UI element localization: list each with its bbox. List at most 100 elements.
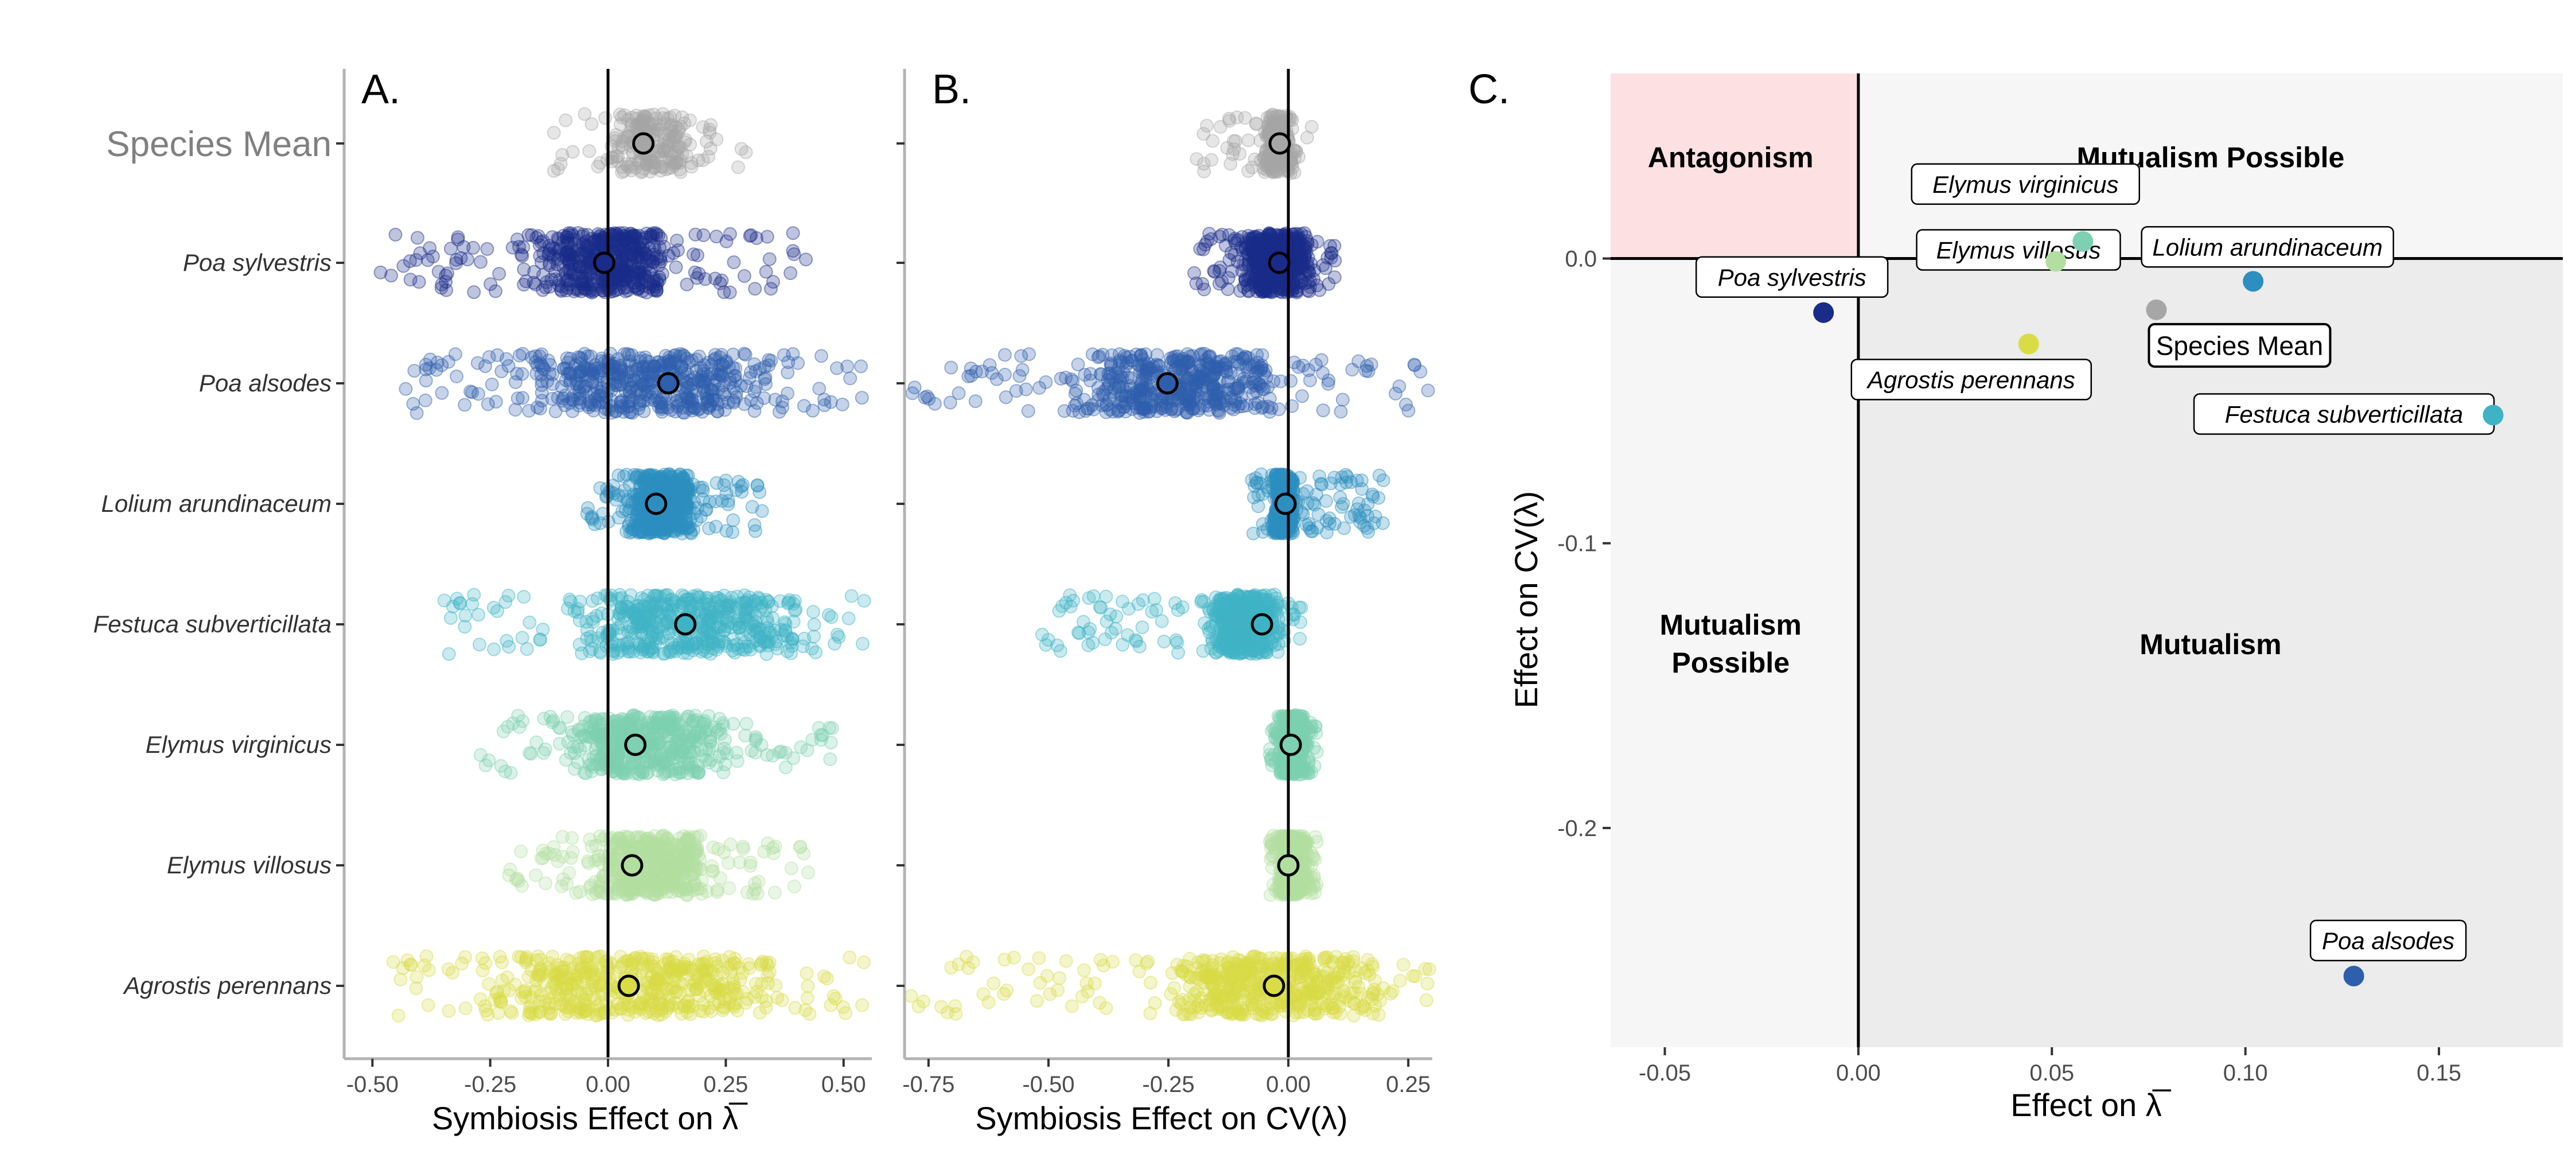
jitter-point	[695, 480, 710, 495]
jitter-point	[451, 230, 465, 244]
jitter-point	[615, 160, 629, 174]
jitter-point	[552, 720, 566, 734]
jitter-point	[1248, 272, 1262, 286]
jitter-point	[642, 600, 656, 613]
jitter-point	[554, 157, 568, 171]
jitter-point	[755, 990, 769, 1004]
jitter-point	[693, 862, 708, 876]
jitter-point	[551, 252, 565, 266]
jitter-point	[609, 128, 623, 142]
jitter-point	[510, 391, 525, 406]
jitter-point	[629, 469, 644, 484]
jitter-point	[1205, 153, 1219, 167]
jitter-point	[480, 242, 494, 256]
jitter-point	[1190, 152, 1204, 166]
jitter-point	[614, 138, 629, 153]
jitter-point	[761, 836, 775, 850]
jitter-point	[749, 524, 762, 538]
jitter-point	[684, 156, 699, 170]
jitter-point	[1197, 164, 1211, 178]
jitter-point	[728, 987, 742, 1001]
jitter-point	[644, 521, 658, 535]
jitter-point	[737, 269, 751, 283]
jitter-point	[1289, 285, 1304, 300]
jitter-point	[734, 379, 748, 393]
jitter-point	[653, 145, 667, 159]
jitter-point	[538, 743, 552, 756]
jitter-point	[575, 277, 590, 292]
jitter-point	[1189, 276, 1203, 290]
jitter-point	[373, 265, 388, 279]
jitter-point	[812, 382, 827, 396]
jitter-point	[684, 160, 699, 174]
jitter-point	[997, 348, 1012, 362]
jitter-point	[668, 130, 683, 145]
jitter-point	[716, 718, 730, 733]
jitter-point	[419, 362, 433, 376]
jitter-point	[793, 840, 808, 854]
jitter-point	[760, 748, 774, 762]
jitter-point	[728, 646, 742, 660]
x-tick-label: 0.00	[586, 1072, 630, 1097]
jitter-point	[570, 740, 584, 754]
jitter-point	[784, 266, 798, 280]
jitter-point	[508, 403, 523, 417]
jitter-point	[657, 116, 671, 131]
jitter-point	[533, 633, 547, 647]
jitter-point	[642, 108, 656, 122]
jitter-point	[413, 246, 427, 261]
jitter-point	[703, 126, 717, 140]
jitter-point	[1241, 164, 1256, 178]
jitter-point	[761, 958, 775, 972]
jitter-point	[458, 950, 472, 964]
jitter-point	[498, 764, 512, 779]
jitter-point	[598, 111, 613, 125]
jitter-point	[657, 715, 672, 729]
jitter-point	[662, 863, 676, 877]
jitter-point	[1272, 402, 1286, 417]
y-tick-label-poa-alsodes: Poa alsodes	[199, 370, 332, 397]
jitter-point	[687, 638, 701, 652]
jitter-point	[471, 608, 485, 622]
jitter-point	[636, 114, 650, 129]
jitter-point	[525, 350, 539, 364]
jitter-point	[636, 112, 650, 126]
jitter-point	[458, 398, 472, 412]
jitter-point	[839, 1006, 852, 1020]
jitter-point	[663, 119, 677, 134]
jitter-point	[591, 591, 605, 605]
jitter-point	[640, 721, 654, 736]
jitter-point	[656, 107, 670, 121]
jitter-point	[396, 961, 410, 976]
jitter-point	[696, 153, 710, 168]
jitter-point	[697, 717, 711, 731]
jitter-point	[701, 150, 715, 164]
jitter-point	[613, 107, 627, 122]
jitter-point	[665, 129, 680, 143]
jitter-point	[669, 142, 684, 157]
jitter-point	[855, 391, 869, 405]
panel-a-x-axis-label: Symbiosis Effect on λ̅	[432, 1100, 748, 1136]
mean-marker-elymus-virginicus	[624, 733, 647, 756]
jitter-point	[396, 259, 411, 273]
jitter-point	[682, 745, 696, 759]
jitter-point	[584, 117, 599, 131]
jitter-point	[696, 120, 710, 134]
jitter-point	[1015, 363, 1030, 377]
jitter-point	[495, 973, 509, 988]
mean-marker-elymus-villosus	[621, 854, 644, 877]
jitter-point	[665, 124, 679, 138]
jitter-point	[611, 997, 625, 1011]
jitter-point	[843, 950, 857, 965]
jitter-point	[441, 266, 454, 281]
jitter-point	[470, 356, 485, 370]
jitter-point	[446, 600, 460, 614]
jitter-point	[824, 998, 838, 1012]
jitter-point	[854, 359, 868, 374]
jitter-point	[664, 837, 678, 852]
jitter-point	[706, 383, 719, 397]
jitter-point	[1221, 282, 1235, 296]
jitter-point	[527, 275, 541, 290]
jitter-point	[657, 142, 672, 157]
jitter-point	[680, 149, 694, 164]
